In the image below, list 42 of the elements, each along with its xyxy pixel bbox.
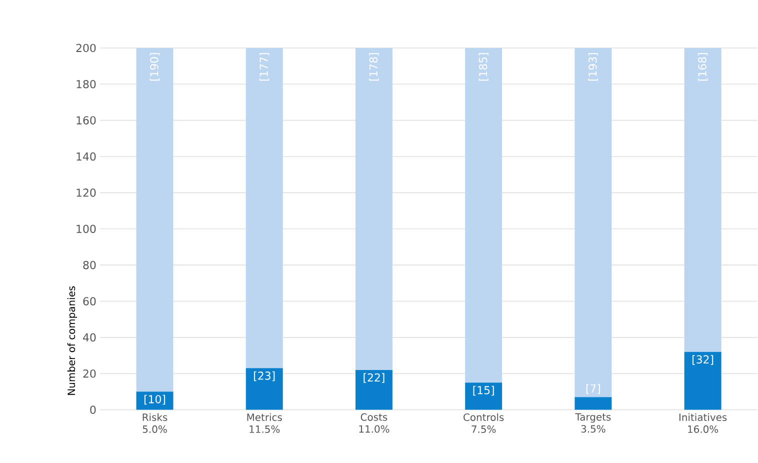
y-tick-label: 200 [76,44,96,52]
x-tick-label: Controls 7.5% [464,413,504,434]
data-label: [7] [586,384,600,394]
data-label: [23] [254,371,275,382]
data-label: [177] [259,53,270,81]
data-label: [185] [478,53,488,81]
y-tick-label: 140 [76,152,96,161]
bar [246,368,283,410]
data-label: [15] [473,386,494,396]
bar [684,48,722,352]
y-tick-label: 80 [83,261,96,270]
x-tick-label: Targets 3.5% [575,413,611,433]
y-tick-label: 60 [83,297,96,306]
bar [574,397,612,410]
y-tick-label: 100 [76,224,96,234]
bar [136,48,174,392]
data-label: [32] [692,355,714,365]
bar [684,352,722,410]
y-tick-label: 180 [76,80,96,88]
bar [136,392,174,410]
data-label: [168] [698,53,708,81]
x-tick-label: Costs 11.0% [359,413,390,433]
y-tick-label: 0 [90,406,96,414]
x-tick-label: Metrics 11.5% [247,413,282,434]
y-tick-label: 160 [76,116,96,125]
data-label: [178] [369,53,379,81]
y-tick-label: 20 [83,370,96,378]
bar [465,48,502,383]
data-label: [193] [588,53,598,81]
bar [355,370,392,410]
bar [246,48,283,368]
bar [574,48,612,398]
bar [465,382,502,410]
bar [355,48,392,370]
y-tick-label: 120 [76,188,96,197]
x-tick-label: Risks 5.0% [142,413,168,434]
x-tick-label: Initiatives 16.0% [679,413,727,434]
data-label: [22] [364,373,384,384]
y-axis-title: Number of companies [67,286,78,395]
data-label: [10] [144,394,166,405]
y-tick-label: 40 [83,333,96,342]
data-label: [190] [150,53,160,81]
